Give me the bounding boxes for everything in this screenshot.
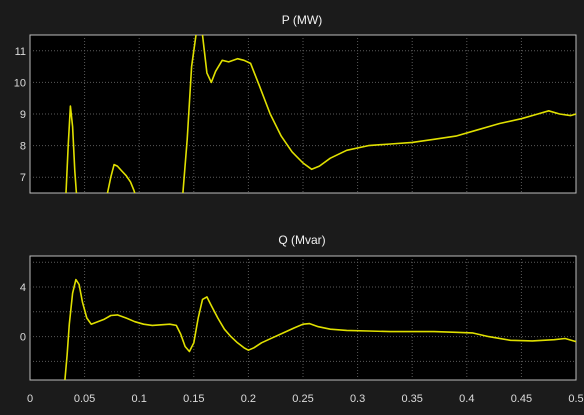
- p-trace: [65, 34, 577, 194]
- p-y-tick-label: 11: [15, 46, 26, 58]
- q-x-tick-labels: 0 0.05 0.1 0.15 0.2 0.25 0.3 0.35 0.4 0.45 0.5: [27, 393, 584, 405]
- p-y-tick-label: 7: [20, 172, 26, 184]
- q-x-tick-label: 0.3: [350, 393, 365, 405]
- q-y-tick-label: 4: [20, 282, 26, 294]
- p-y-tick-label: 9: [20, 109, 26, 121]
- p-series-line: [65, 105, 78, 194]
- p-series-line: [201, 34, 577, 171]
- q-x-tick-label: 0.1: [132, 393, 147, 405]
- p-chart: 7 8 9 10 11: [14, 34, 577, 194]
- q-x-tick-label: 0.4: [459, 393, 474, 405]
- q-chart: 04 0 0.05 0.1 0.15 0.2 0.25 0.3 0.35 0.4 0.45 0.5: [20, 255, 584, 405]
- q-series-line: [64, 278, 577, 381]
- p-series-line: [182, 34, 197, 194]
- q-x-tick-label: 0.2: [241, 393, 256, 405]
- q-x-tick-label: 0.35: [401, 393, 422, 405]
- q-trace: [64, 278, 577, 381]
- q-y-tick-label: 0: [20, 332, 26, 344]
- q-chart-title: Q (Mvar): [278, 233, 325, 247]
- p-y-tick-labels: 7 8 9 10 11: [14, 46, 26, 184]
- p-series-line: [106, 163, 136, 194]
- q-x-tick-label: 0.05: [74, 393, 95, 405]
- p-grid: [30, 35, 576, 193]
- p-y-tick-label: 10: [14, 77, 26, 89]
- q-x-tick-label: 0.5: [568, 393, 583, 405]
- q-x-tick-label: 0.25: [292, 393, 313, 405]
- q-x-tick-label: 0: [27, 393, 33, 405]
- q-y-tick-labels: 04: [20, 282, 26, 344]
- q-x-tick-label: 0.15: [183, 393, 204, 405]
- q-grid: [30, 256, 576, 380]
- p-chart-title: P (MW): [282, 13, 322, 27]
- q-x-tick-label: 0.45: [511, 393, 532, 405]
- p-y-tick-label: 8: [20, 141, 26, 153]
